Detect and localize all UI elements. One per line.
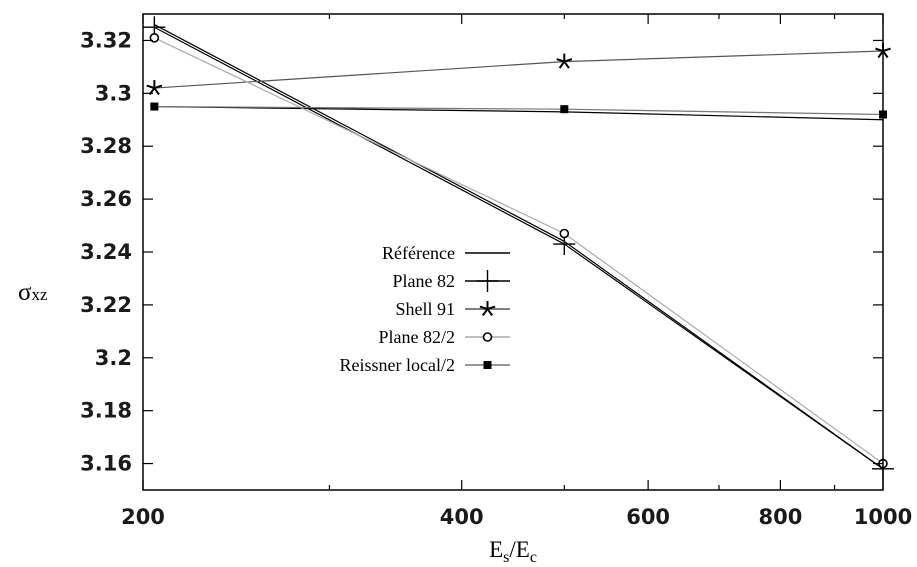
series-line-reissner-local-2 xyxy=(154,105,884,116)
series-line-plane-82-2 xyxy=(154,37,884,465)
y-tick-label: 3.18 xyxy=(80,399,132,423)
legend-marker-shell-91 xyxy=(479,301,496,317)
x-tick-label: 1000 xyxy=(854,505,912,529)
data-point-reissner-local-2 xyxy=(560,105,569,114)
data-point-shell-91 xyxy=(556,53,573,69)
y-tick-label: 3.3 xyxy=(95,81,132,105)
y-tick-label: 3.22 xyxy=(80,293,132,317)
y-tick-label: 3.2 xyxy=(95,346,132,370)
legend-label-shell-91: Shell 91 xyxy=(395,299,455,319)
legend-label-r-f-rence: Référence xyxy=(382,243,455,263)
legend-marker-plane-82-2 xyxy=(482,332,493,342)
y-tick-label: 3.16 xyxy=(80,452,132,476)
data-point-plane-82-2 xyxy=(559,228,570,239)
y-tick-label: 3.32 xyxy=(80,28,132,52)
axes: 3.16 3.18 3.2 3.22 3.24 3.26 3.28 3.3 3.32 200 400… xyxy=(80,13,912,529)
x-tick-label: 600 xyxy=(626,505,670,529)
x-tick-label: 200 xyxy=(121,505,165,529)
y-axis-label: σxz xyxy=(18,279,48,306)
data-point-reissner-local-2 xyxy=(150,102,159,111)
series-line-r-f-rence xyxy=(154,24,884,470)
legend-label-plane-82-2: Plane 82/2 xyxy=(379,327,456,347)
legend-marker-reissner-local-2 xyxy=(483,361,492,369)
legend-marker-plane-82 xyxy=(476,270,499,292)
data-point-shell-91 xyxy=(146,80,163,96)
y-tick-label: 3.28 xyxy=(80,134,132,158)
x-axis-label: Es/Ec xyxy=(489,537,537,566)
legend-label-plane-82: Plane 82 xyxy=(393,271,456,291)
legend: Référence Plane 82 Shell 91 Plane 82/2 Reiss… xyxy=(340,243,510,375)
plot-area xyxy=(143,16,894,480)
x-tick-label: 800 xyxy=(758,505,802,529)
series-line-plane-82 xyxy=(154,26,884,470)
x-tick-label: 400 xyxy=(440,505,484,529)
y-tick-label: 3.26 xyxy=(80,187,132,211)
legend-label-reissner-local-2: Reissner local/2 xyxy=(340,355,455,375)
data-point-plane-82-2 xyxy=(149,32,160,43)
y-tick-label: 3.24 xyxy=(80,240,132,264)
